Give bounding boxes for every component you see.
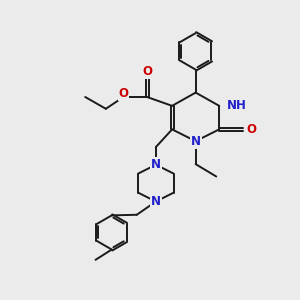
Text: N: N: [151, 158, 161, 171]
Text: O: O: [142, 65, 152, 78]
Text: N: N: [151, 195, 161, 208]
Text: O: O: [118, 87, 128, 100]
Text: O: O: [246, 123, 256, 136]
Text: NH: NH: [226, 99, 246, 112]
Text: N: N: [190, 135, 201, 148]
